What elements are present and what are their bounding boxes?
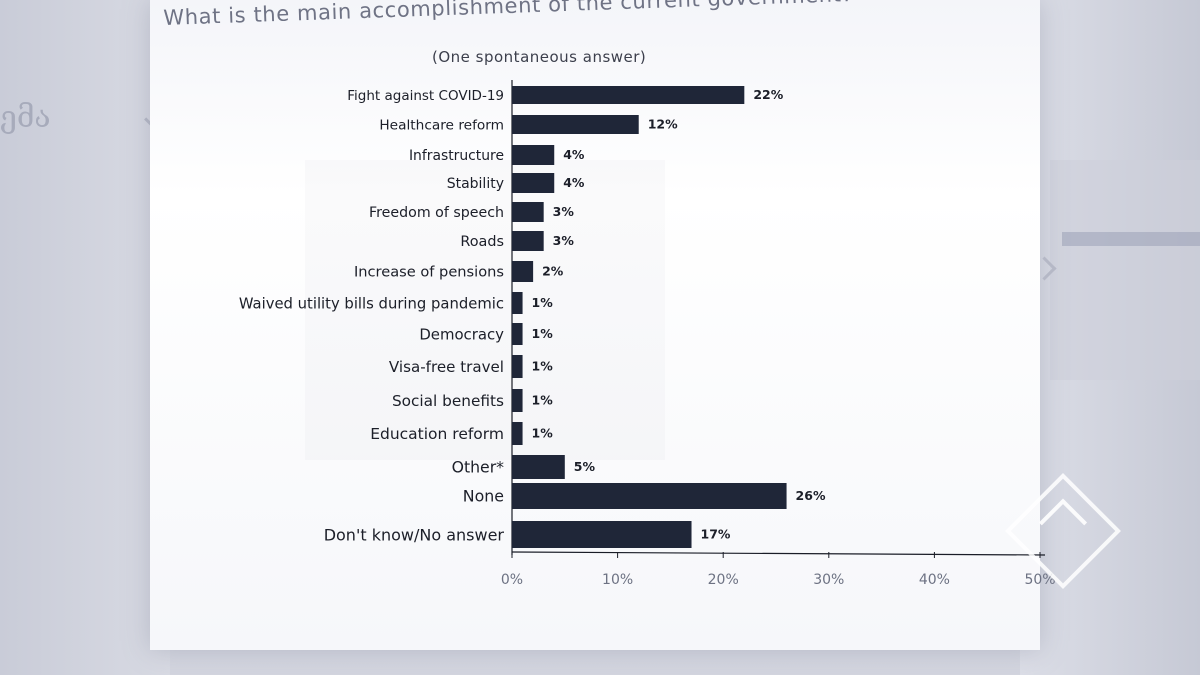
background-left bbox=[0, 0, 170, 675]
value-label: 12% bbox=[648, 117, 678, 132]
category-label: Visa-free travel bbox=[389, 358, 504, 376]
category-label: Stability bbox=[447, 176, 504, 192]
value-label: 3% bbox=[553, 204, 575, 219]
value-label: 3% bbox=[553, 233, 575, 248]
value-label: 2% bbox=[542, 264, 564, 279]
bar bbox=[512, 115, 639, 134]
background-document-strip bbox=[1050, 160, 1200, 380]
category-label: Education reform bbox=[370, 425, 504, 443]
bar bbox=[512, 86, 745, 104]
value-label: 1% bbox=[532, 426, 554, 441]
bar bbox=[512, 145, 555, 165]
value-label: 4% bbox=[563, 147, 585, 162]
category-label: Waived utility bills during pandemic bbox=[239, 295, 504, 312]
value-label: 26% bbox=[796, 488, 826, 503]
value-label: 4% bbox=[563, 175, 585, 190]
background-georgian-text: ემა bbox=[0, 100, 51, 135]
bar bbox=[512, 422, 523, 445]
bar bbox=[512, 483, 787, 509]
x-tick-label: 40% bbox=[919, 572, 950, 588]
x-tick-label: 30% bbox=[813, 572, 844, 588]
chart-subtitle: (One spontaneous answer) bbox=[432, 48, 647, 66]
category-label: Freedom of speech bbox=[369, 205, 504, 221]
x-tick-label: 20% bbox=[708, 572, 739, 588]
value-label: 5% bbox=[574, 459, 596, 474]
value-label: 22% bbox=[753, 87, 783, 102]
bar bbox=[512, 323, 523, 345]
x-axis-line bbox=[511, 551, 1046, 556]
category-label: Democracy bbox=[419, 325, 504, 343]
x-tick-label: 0% bbox=[501, 572, 523, 588]
category-label: None bbox=[463, 487, 504, 506]
background-ghost-document bbox=[305, 160, 665, 460]
category-label: Social benefits bbox=[392, 392, 504, 410]
channel-logo-mark bbox=[1038, 498, 1088, 547]
category-label: Roads bbox=[460, 234, 504, 250]
bar bbox=[512, 521, 692, 548]
bar bbox=[512, 202, 544, 222]
category-label: Fight against COVID-19 bbox=[347, 88, 504, 104]
value-label: 1% bbox=[532, 359, 554, 374]
bar bbox=[512, 455, 565, 479]
x-tick-label: 50% bbox=[1024, 572, 1055, 588]
category-label: Increase of pensions bbox=[354, 264, 504, 281]
x-tick-label: 10% bbox=[602, 572, 633, 588]
background-table-header bbox=[1062, 232, 1200, 246]
category-label: Healthcare reform bbox=[379, 117, 504, 133]
bar bbox=[512, 231, 544, 251]
bar bbox=[512, 355, 523, 378]
bar bbox=[512, 389, 523, 412]
value-label: 1% bbox=[532, 393, 554, 408]
category-label: Infrastructure bbox=[409, 148, 504, 164]
value-label: 1% bbox=[532, 295, 554, 310]
category-label: Don't know/No answer bbox=[324, 525, 505, 544]
category-label: Other* bbox=[452, 458, 505, 477]
value-label: 17% bbox=[701, 527, 731, 542]
bar bbox=[512, 261, 534, 282]
value-label: 1% bbox=[532, 326, 554, 341]
bar bbox=[512, 292, 523, 314]
bar bbox=[512, 173, 555, 193]
